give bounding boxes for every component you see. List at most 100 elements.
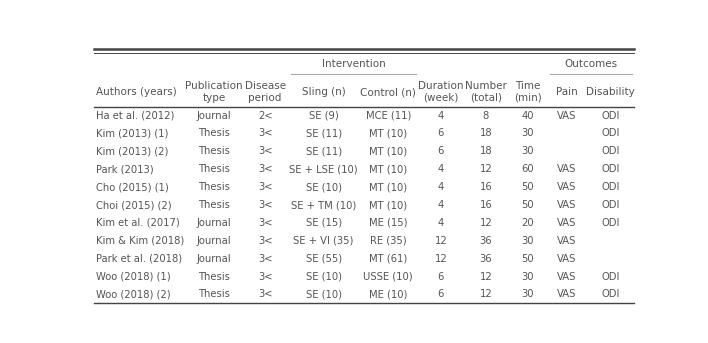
Text: ME (10): ME (10) (369, 289, 407, 299)
Text: Intervention: Intervention (322, 59, 386, 69)
Text: 3<: 3< (258, 236, 273, 246)
Text: 4: 4 (438, 110, 444, 121)
Text: VAS: VAS (557, 272, 576, 282)
Text: MT (10): MT (10) (369, 164, 407, 174)
Text: SE (55): SE (55) (306, 254, 342, 264)
Text: 30: 30 (522, 236, 534, 246)
Text: Kim (2013) (2): Kim (2013) (2) (96, 146, 169, 156)
Text: 3<: 3< (258, 182, 273, 192)
Text: MT (10): MT (10) (369, 182, 407, 192)
Text: Journal: Journal (197, 254, 232, 264)
Text: 3<: 3< (258, 129, 273, 139)
Text: Authors (years): Authors (years) (96, 87, 177, 97)
Text: MT (10): MT (10) (369, 200, 407, 210)
Text: Publication
type: Publication type (185, 81, 243, 103)
Text: 3<: 3< (258, 272, 273, 282)
Text: 6: 6 (438, 289, 444, 299)
Text: ODI: ODI (601, 164, 620, 174)
Text: 30: 30 (522, 146, 534, 156)
Text: VAS: VAS (557, 218, 576, 228)
Text: Woo (2018) (1): Woo (2018) (1) (96, 272, 171, 282)
Text: Control (n): Control (n) (360, 87, 416, 97)
Text: MCE (11): MCE (11) (365, 110, 411, 121)
Text: 30: 30 (522, 289, 534, 299)
Text: 3<: 3< (258, 146, 273, 156)
Text: 12: 12 (435, 254, 447, 264)
Text: Thesis: Thesis (198, 289, 230, 299)
Text: 36: 36 (479, 254, 492, 264)
Text: 50: 50 (522, 254, 534, 264)
Text: Journal: Journal (197, 236, 232, 246)
Text: Woo (2018) (2): Woo (2018) (2) (96, 289, 171, 299)
Text: 3<: 3< (258, 289, 273, 299)
Text: 8: 8 (483, 110, 489, 121)
Text: Ha et al. (2012): Ha et al. (2012) (96, 110, 175, 121)
Text: Journal: Journal (197, 110, 232, 121)
Text: Time
(min): Time (min) (514, 81, 542, 103)
Text: MT (10): MT (10) (369, 129, 407, 139)
Text: 12: 12 (479, 289, 492, 299)
Text: ODI: ODI (601, 146, 620, 156)
Text: 30: 30 (522, 129, 534, 139)
Text: 12: 12 (479, 218, 492, 228)
Text: VAS: VAS (557, 182, 576, 192)
Text: Park et al. (2018): Park et al. (2018) (96, 254, 182, 264)
Text: SE (10): SE (10) (306, 272, 342, 282)
Text: Duration
(week): Duration (week) (418, 81, 464, 103)
Text: Thesis: Thesis (198, 200, 230, 210)
Text: VAS: VAS (557, 164, 576, 174)
Text: ODI: ODI (601, 110, 620, 121)
Text: Thesis: Thesis (198, 129, 230, 139)
Text: 6: 6 (438, 272, 444, 282)
Text: 18: 18 (479, 129, 492, 139)
Text: 4: 4 (438, 218, 444, 228)
Text: 18: 18 (479, 146, 492, 156)
Text: Pain: Pain (556, 87, 578, 97)
Text: Kim et al. (2017): Kim et al. (2017) (96, 218, 180, 228)
Text: 3<: 3< (258, 254, 273, 264)
Text: VAS: VAS (557, 289, 576, 299)
Text: 50: 50 (522, 200, 534, 210)
Text: SE + VI (35): SE + VI (35) (294, 236, 354, 246)
Text: 3<: 3< (258, 200, 273, 210)
Text: 12: 12 (479, 164, 492, 174)
Text: 20: 20 (522, 218, 534, 228)
Text: 60: 60 (522, 164, 534, 174)
Text: MT (61): MT (61) (369, 254, 407, 264)
Text: SE (11): SE (11) (306, 146, 342, 156)
Text: MT (10): MT (10) (369, 146, 407, 156)
Text: VAS: VAS (557, 254, 576, 264)
Text: ODI: ODI (601, 129, 620, 139)
Text: Outcomes: Outcomes (564, 59, 617, 69)
Text: Thesis: Thesis (198, 146, 230, 156)
Text: Number
(total): Number (total) (465, 81, 507, 103)
Text: 6: 6 (438, 129, 444, 139)
Text: Disease
period: Disease period (244, 81, 286, 103)
Text: Journal: Journal (197, 218, 232, 228)
Text: 36: 36 (479, 236, 492, 246)
Text: 50: 50 (522, 182, 534, 192)
Text: SE (10): SE (10) (306, 182, 342, 192)
Text: SE (9): SE (9) (309, 110, 338, 121)
Text: SE (11): SE (11) (306, 129, 342, 139)
Text: Thesis: Thesis (198, 164, 230, 174)
Text: 16: 16 (479, 200, 492, 210)
Text: Kim & Kim (2018): Kim & Kim (2018) (96, 236, 184, 246)
Text: Disability: Disability (586, 87, 635, 97)
Text: 30: 30 (522, 272, 534, 282)
Text: ODI: ODI (601, 182, 620, 192)
Text: 3<: 3< (258, 164, 273, 174)
Text: Choi (2015) (2): Choi (2015) (2) (96, 200, 172, 210)
Text: 4: 4 (438, 182, 444, 192)
Text: VAS: VAS (557, 236, 576, 246)
Text: 12: 12 (479, 272, 492, 282)
Text: 4: 4 (438, 200, 444, 210)
Text: 3<: 3< (258, 218, 273, 228)
Text: VAS: VAS (557, 110, 576, 121)
Text: 12: 12 (435, 236, 447, 246)
Text: 2<: 2< (258, 110, 273, 121)
Text: Cho (2015) (1): Cho (2015) (1) (96, 182, 169, 192)
Text: SE (15): SE (15) (306, 218, 342, 228)
Text: Sling (n): Sling (n) (302, 87, 346, 97)
Text: ODI: ODI (601, 218, 620, 228)
